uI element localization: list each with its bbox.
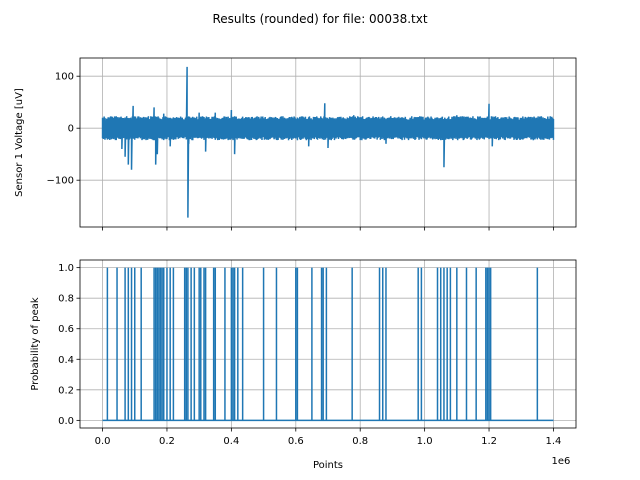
sensor-voltage-series [101,66,555,218]
sensor-voltage-ylabel: Sensor 1 Voltage [uV] [14,88,25,197]
peak-probability-xtick-label: 1.4 [546,436,562,447]
x-offset-label: 1e6 [552,456,571,467]
peak-probability-ytick-label: 0.8 [58,294,74,305]
peak-probability-ytick-label: 0.0 [58,416,74,427]
peak-probability-axes: 0.0 0.2 0.4 0.6 0.8 1.0 1.2 1.4 0.0 0.2 0.4 0.6 0.8 1… [30,259,577,471]
sensor-voltage-ytick-label: 100 [55,72,74,83]
peak-probability-xtick-label: 0.6 [288,436,304,447]
peak-probability-series [102,267,554,422]
sensor-voltage-ticks: −100 0 100 [47,72,554,231]
peak-probability-ticks: 0.0 0.2 0.4 0.6 0.8 1.0 1.2 1.4 0.0 0.2 0.4 0.6 0.8 1… [58,263,561,447]
peak-probability-xtick-label: 0.0 [95,436,111,447]
sensor-voltage-ytick-label: 0 [68,124,74,135]
peak-probability-frame [79,259,577,429]
peak-probability-xtick-label: 0.2 [159,436,175,447]
peak-probability-ytick-label: 0.6 [58,324,74,335]
peak-probability-ylabel: Probability of peak [30,297,41,390]
sensor-voltage-ytick-label: −100 [47,176,74,187]
peak-probability-xtick-label: 1.2 [481,436,497,447]
peak-probability-ytick-label: 0.2 [58,385,74,396]
figure-title: Results (rounded) for file: 00038.txt [212,12,427,26]
peak-probability-xtick-label: 1.0 [417,436,433,447]
sensor-voltage-axes: −100 0 100 Sensor 1 Voltage [uV] [14,57,577,231]
peak-probability-xtick-label: 0.8 [352,436,368,447]
peak-probability-ytick-label: 1.0 [58,263,74,274]
sensor-voltage-frame [79,57,577,228]
peak-probability-ytick-label: 0.4 [58,355,74,366]
peak-probability-xtick-label: 0.4 [223,436,239,447]
peak-probability-xlabel: Points [313,460,343,471]
